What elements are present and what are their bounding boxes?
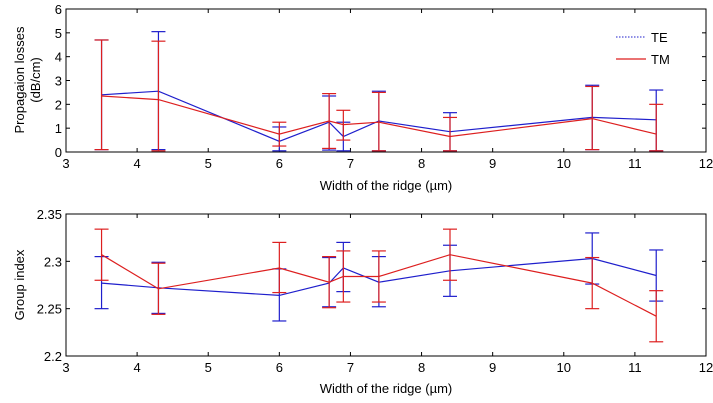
group-index-x-tick-label: 12 [699,360,713,375]
group-index-y-tick-label: 2.3 [44,254,62,269]
group-index-panel: 3 4 5 6 7 8 9 10 11 12 2.2 2.25 2.3 2.35 Width of the… [12,207,713,396]
group-index-tm-errorbar [649,290,664,343]
losses-x-tick-label: 5 [205,156,212,171]
group-index-axes: 3 4 5 6 7 8 9 10 11 12 2.2 2.25 2.3 2.35 [37,207,713,375]
group-index-y-tick-label: 2.2 [44,349,62,364]
group-index-tm-errorbar [585,256,600,310]
losses-tm-errorbar [272,121,287,147]
losses-y-tick-label: 5 [55,26,62,41]
losses-tm-errorbar [322,93,337,150]
group-index-tm-errorbar [336,250,351,303]
legend-tm-label: TM [651,52,670,67]
losses-x-tick-label: 6 [276,156,283,171]
losses-y-tick-label: 0 [55,145,62,160]
losses-y-tick-label: 4 [55,50,62,65]
group-index-tm-errorbar [371,250,386,303]
losses-x-tick-label: 11 [628,156,642,171]
group-index-x-tick-label: 10 [557,360,571,375]
group-index-plot-frame [65,213,707,357]
group-index-tm-errorbar [94,228,109,281]
losses-tm-errorbar [336,109,351,141]
losses-y-axis-label-line-2: (dB/cm) [28,57,43,103]
group-index-x-tick-label: 5 [205,360,212,375]
losses-x-tick-label: 7 [347,156,354,171]
group-index-series [94,228,664,343]
group-index-tm-errorbar [272,241,287,294]
group-index-x-tick-label: 3 [62,360,69,375]
group-index-tm-errorbar [443,228,457,281]
losses-tm-errorbar [94,39,109,151]
losses-plot-frame [65,8,707,153]
losses-x-tick-label: 9 [489,156,496,171]
group-index-x-tick-label: 9 [489,360,496,375]
losses-x-tick-label: 3 [62,156,69,171]
group-index-x-tick-label: 4 [133,360,140,375]
losses-tm-errorbar [649,103,664,152]
group-index-x-axis-label: Width of the ridge (µm) [320,381,452,396]
group-index-x-tick-label: 11 [628,360,642,375]
losses-y-tick-label: 2 [55,97,62,112]
losses-x-tick-label: 8 [418,156,425,171]
group-index-x-tick-label: 7 [347,360,354,375]
losses-series [94,31,664,152]
group-index-x-tick-label: 6 [276,360,283,375]
group-index-y-axis-label: Group index [12,249,27,320]
group-index-y-tick-label: 2.25 [37,302,62,317]
losses-y-tick-label: 6 [55,2,62,17]
losses-tm-errorbar [371,91,386,152]
losses-x-tick-label: 4 [133,156,140,171]
group-index-y-tick-label: 2.35 [37,207,62,222]
legend-te-label: TE [651,30,668,45]
group-index-x-tick-label: 8 [418,360,425,375]
losses-x-tick-label: 10 [557,156,571,171]
losses-tm-errorbar [151,40,166,152]
losses-y-tick-label: 1 [55,121,62,136]
group-index-tm-errorbar [322,256,337,309]
losses-x-axis-label: Width of the ridge (µm) [320,178,452,193]
losses-y-tick-label: 3 [55,74,62,89]
losses-y-axis-label-line-1: Propagaion losses [12,26,27,133]
losses-tm-errorbar [585,85,600,151]
legend: TE TM [610,24,700,70]
group-index-tm-errorbar [151,262,166,315]
losses-tm-errorbar [443,116,457,152]
legend-box [610,24,700,70]
losses-x-tick-label: 12 [699,156,713,171]
